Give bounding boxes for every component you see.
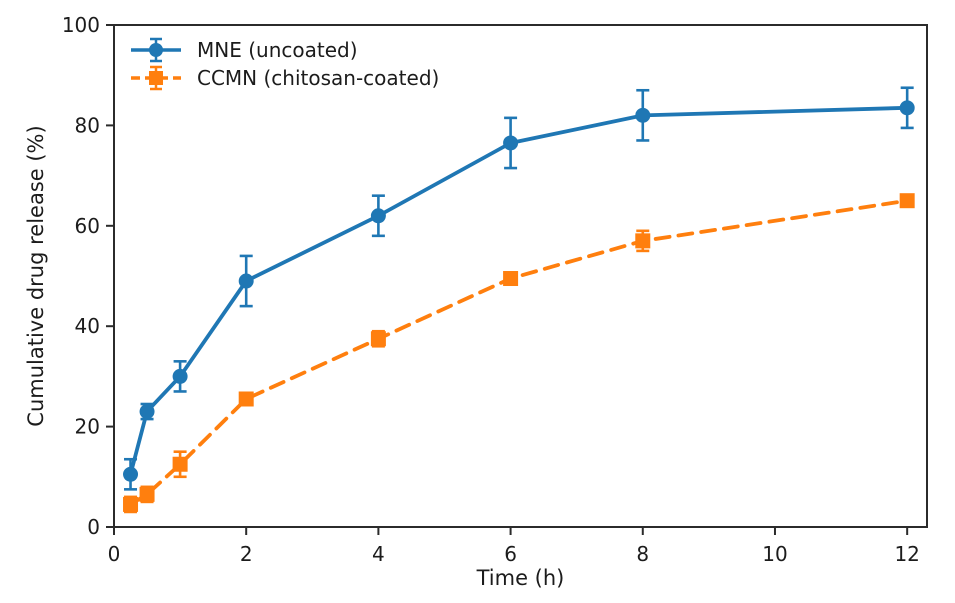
legend-item-mne: MNE (uncoated) bbox=[130, 36, 439, 64]
series-line-1 bbox=[128, 198, 910, 507]
data-point-marker bbox=[635, 233, 651, 249]
x-axis-title: Time (h) bbox=[476, 566, 565, 590]
data-point-marker bbox=[172, 456, 188, 472]
x-tick-label: 6 bbox=[504, 542, 517, 566]
data-point-marker bbox=[635, 107, 651, 123]
x-tick-label: 12 bbox=[894, 542, 919, 566]
data-point-marker bbox=[503, 135, 519, 151]
data-point-marker bbox=[172, 368, 188, 384]
data-point-marker bbox=[139, 486, 155, 502]
y-axis-title: Cumulative drug release (%) bbox=[24, 125, 48, 427]
ccmn-errorbar-square-icon bbox=[131, 65, 181, 91]
legend-label-ccmn: CCMN (chitosan-coated) bbox=[197, 66, 440, 90]
x-tick-label: 2 bbox=[240, 542, 253, 566]
legend-item-ccmn: CCMN (chitosan-coated) bbox=[130, 64, 439, 92]
data-point-marker bbox=[139, 404, 155, 420]
y-tick-label: 20 bbox=[75, 415, 100, 439]
legend-label-mne: MNE (uncoated) bbox=[197, 38, 358, 62]
y-tick-label: 40 bbox=[75, 314, 100, 338]
data-point-marker bbox=[370, 208, 386, 224]
data-point-marker bbox=[370, 331, 386, 347]
plot-frame bbox=[113, 24, 928, 528]
data-point-marker bbox=[238, 273, 254, 289]
y-tick-label: 80 bbox=[75, 113, 100, 137]
x-tick-label: 8 bbox=[636, 542, 649, 566]
data-point-marker bbox=[238, 391, 254, 407]
data-point-marker bbox=[899, 193, 915, 209]
legend: MNE (uncoated) CCMN (chitosan-coated) bbox=[130, 36, 439, 92]
x-tick-label: 10 bbox=[762, 542, 787, 566]
y-tick-label: 0 bbox=[87, 515, 100, 539]
y-tick-label: 100 bbox=[62, 13, 100, 37]
x-tick-label: 0 bbox=[108, 542, 121, 566]
mne-errorbar-circle-icon bbox=[131, 37, 181, 63]
x-tick-label: 4 bbox=[372, 542, 385, 566]
series-line-0 bbox=[128, 105, 910, 477]
data-point-marker bbox=[899, 100, 915, 116]
data-point-marker bbox=[503, 271, 519, 287]
data-point-marker bbox=[123, 496, 139, 512]
data-point-marker bbox=[123, 466, 139, 482]
y-tick-label: 60 bbox=[75, 214, 100, 238]
